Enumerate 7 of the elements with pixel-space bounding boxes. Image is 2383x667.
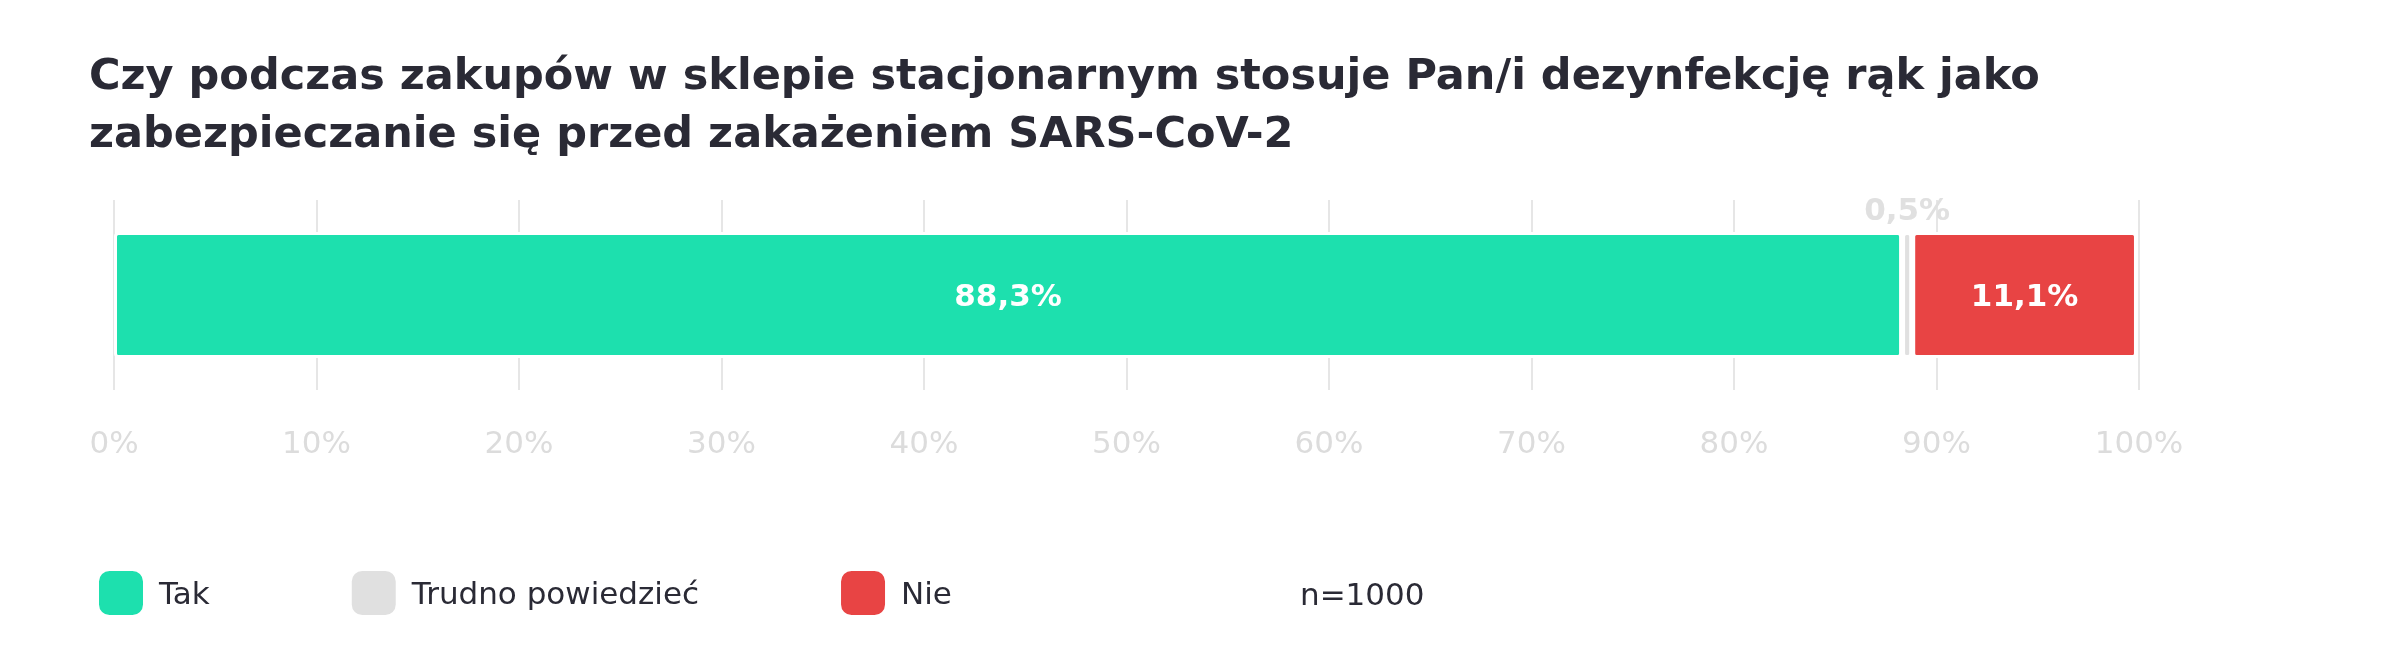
legend-label: Nie [901, 575, 952, 611]
legend-label: Trudno powiedzieć [410, 575, 700, 611]
chart-title: Czy podczas zakupów w sklepie stacjonarnym stosuje Pan/i dezynfekcję rąk jako zabezpieczanie się przed zakażeniem SARS-CoV-2 [89, 49, 2055, 157]
data-label: 88,3% [954, 277, 1062, 313]
data-label: 11,1% [1970, 277, 2079, 313]
legend-label: Tak [158, 575, 210, 611]
text: n=1000 [1300, 575, 1425, 612]
